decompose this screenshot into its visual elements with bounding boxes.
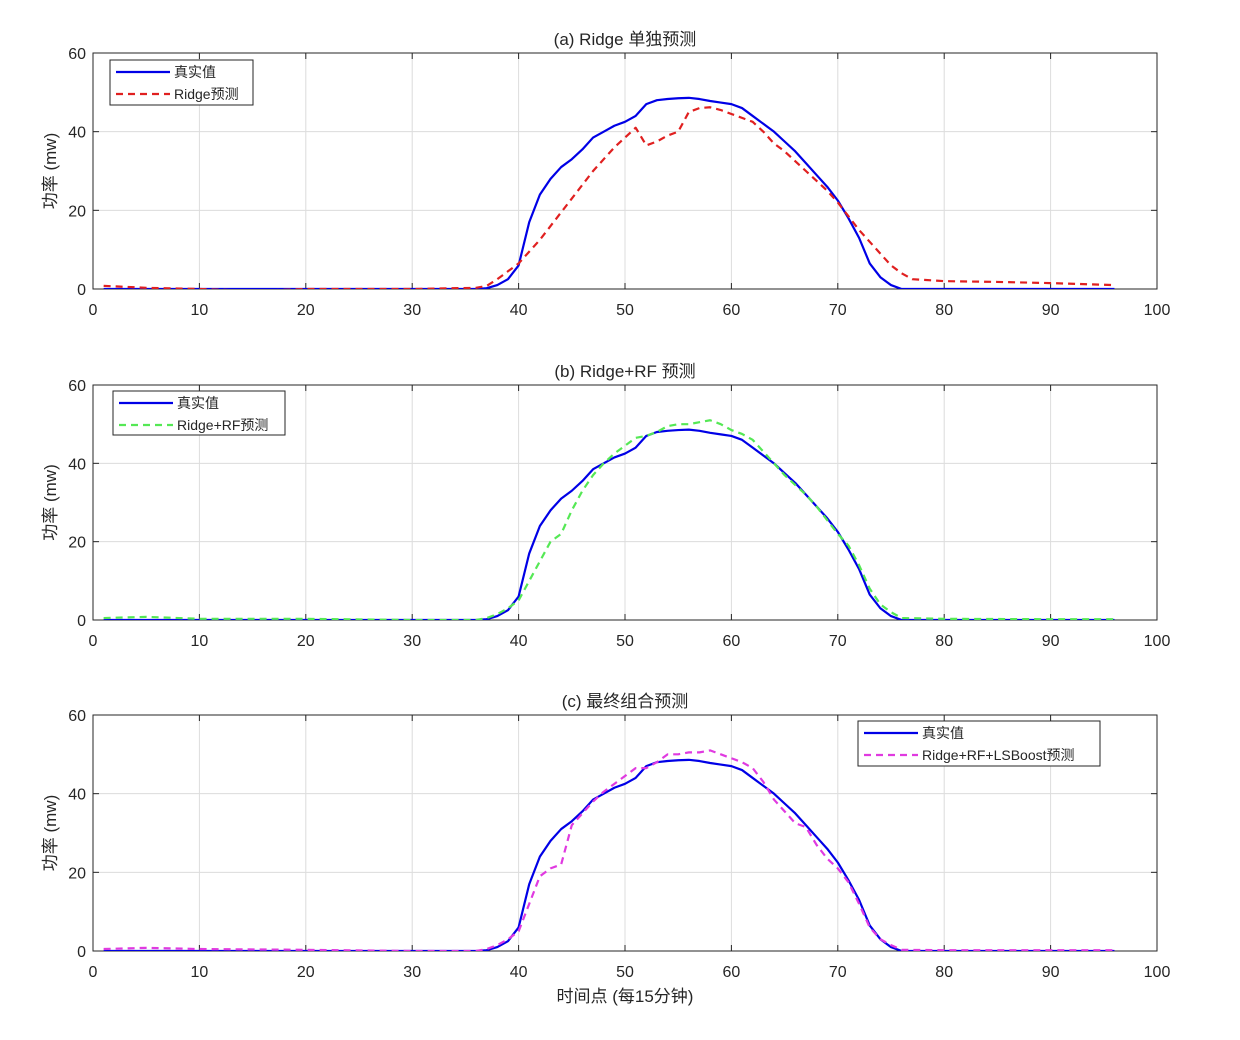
series-line-pred [103,749,1115,951]
x-tick-label: 60 [723,302,741,319]
x-tick-label: 100 [1144,302,1171,319]
legend-box [112,390,286,436]
y-axis-label: 功率 (mw) [41,133,60,209]
x-tick-label: 40 [510,964,528,981]
y-tick-label: 20 [68,865,86,882]
series-line-pred [103,106,1115,289]
series-line-true [103,96,1115,289]
x-tick-label: 80 [935,964,953,981]
x-tick-label: 90 [1042,633,1060,650]
legend-label: Ridge+RF+LSBoost预测 [922,747,1075,763]
legend: 真实值 Ridge+RF预测 [112,390,286,436]
y-tick-label: 40 [68,787,86,804]
y-axis-label: 功率 (mw) [41,795,60,871]
x-axis-label: 时间点 (每15分钟) [557,987,694,1006]
x-tick-label: 30 [403,633,421,650]
x-tick-label: 0 [89,302,98,319]
x-tick-label: 50 [616,964,634,981]
x-tick-label: 100 [1144,964,1171,981]
x-tick-label: 40 [510,302,528,319]
y-tick-label: 0 [77,282,86,299]
legend-box [109,59,254,106]
y-tick-label: 20 [68,203,86,220]
y-tick-label: 40 [68,456,86,473]
legend: 真实值 Ridge+RF+LSBoost预测 [857,720,1101,767]
x-tick-label: 10 [191,633,209,650]
panel-1: 0 10 20 30 40 50 60 70 80 90 100 0 20 40 60 (a) Ridge 单… [41,30,1170,319]
x-tick-label: 80 [935,633,953,650]
x-tick-label: 40 [510,633,528,650]
x-tick-label: 50 [616,302,634,319]
chart-title: (c) 最终组合预测 [562,692,689,711]
x-tick-label: 70 [829,633,847,650]
x-tick-label: 50 [616,633,634,650]
x-tick-label: 80 [935,302,953,319]
x-tick-label: 90 [1042,964,1060,981]
legend-label: Ridge+RF预测 [177,417,268,433]
chart-title: (b) Ridge+RF 预测 [554,362,695,381]
x-tick-label: 100 [1144,633,1171,650]
x-tick-label: 30 [403,964,421,981]
series-line-true [103,758,1115,951]
x-tick-label: 70 [829,302,847,319]
x-tick-label: 90 [1042,302,1060,319]
x-tick-label: 10 [191,964,209,981]
x-tick-label: 60 [723,633,741,650]
y-tick-label: 0 [77,944,86,961]
y-tick-label: 40 [68,125,86,142]
legend-label: 真实值 [177,395,219,411]
x-tick-label: 20 [297,964,315,981]
legend-box [857,720,1101,767]
series-line-pred [103,419,1115,620]
x-tick-label: 30 [403,302,421,319]
x-tick-label: 70 [829,964,847,981]
legend-label: Ridge预测 [174,86,239,102]
y-tick-label: 0 [77,613,86,630]
x-tick-label: 0 [89,633,98,650]
y-axis-label: 功率 (mw) [41,464,60,540]
y-tick-label: 60 [68,378,86,395]
y-tick-label: 20 [68,535,86,552]
legend-label: 真实值 [922,725,964,741]
legend-label: 真实值 [174,64,216,80]
x-tick-label: 20 [297,633,315,650]
legend: 真实值 Ridge预测 [109,59,254,106]
y-tick-label: 60 [68,46,86,63]
panel-2: 0 10 20 30 40 50 60 70 80 90 100 0 20 40 60 (b) Ridge+R… [41,362,1170,650]
x-tick-label: 60 [723,964,741,981]
series-line-true [103,428,1115,620]
y-tick-label: 60 [68,708,86,725]
x-tick-label: 20 [297,302,315,319]
x-tick-label: 10 [191,302,209,319]
chart-title: (a) Ridge 单独预测 [554,30,697,49]
x-tick-label: 0 [89,964,98,981]
panel-3: 0 10 20 30 40 50 60 70 80 90 100 0 20 40 60 (c) 最终组合预测功… [41,692,1170,1006]
